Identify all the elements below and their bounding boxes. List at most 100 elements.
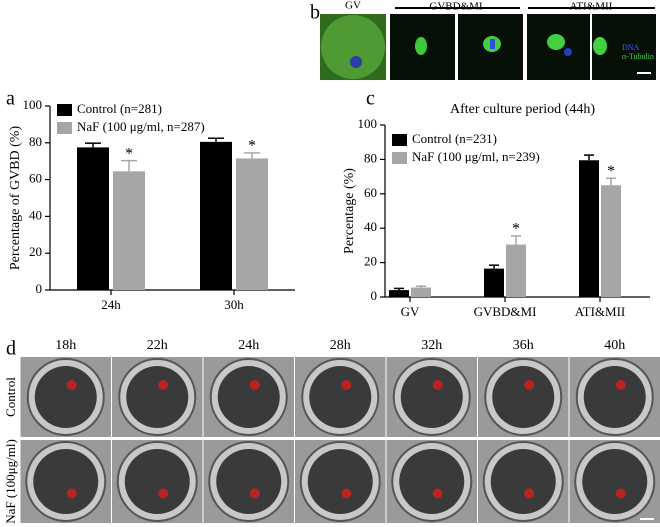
ooplasm: [126, 366, 189, 428]
y-tick-label: 20: [364, 254, 377, 269]
scale-bar: [637, 72, 651, 74]
ooplasm: [583, 366, 646, 428]
legend-label: Control (n=281): [77, 101, 162, 116]
x-tick-label: 30h: [224, 297, 244, 312]
chromosome: [490, 39, 495, 49]
error-bar: [606, 177, 616, 186]
chromatin: [615, 380, 626, 390]
time-label: 24h: [238, 338, 259, 353]
significance-label: *: [125, 145, 133, 162]
legend-swatch: [392, 152, 407, 164]
y-tick-label: 100: [23, 97, 43, 112]
chromatin: [66, 380, 77, 390]
x-tick-label: 24h: [101, 297, 121, 312]
error-bar: [584, 154, 594, 161]
bar: [236, 158, 268, 290]
spindle: [547, 34, 565, 50]
ooplasm: [490, 449, 556, 514]
bar: [506, 244, 526, 297]
y-tick-label: 40: [364, 219, 377, 234]
chromatin: [249, 380, 260, 390]
scale-bar: [640, 518, 654, 520]
bar: [389, 290, 409, 297]
bar: [411, 287, 431, 297]
panel-letter: d: [6, 338, 16, 360]
error-bar: [394, 287, 404, 291]
x-tick-label: GVBD&MI: [474, 304, 537, 319]
y-tick-label: 0: [371, 288, 378, 303]
y-tick-label: 80: [29, 134, 42, 149]
time-label: 40h: [604, 338, 625, 353]
chromatin: [432, 488, 443, 499]
bar: [484, 268, 504, 297]
x-tick-label: GV: [401, 304, 420, 319]
chromatin: [615, 488, 626, 499]
chart-title: After culture period (44h): [450, 102, 595, 117]
ooplasm: [216, 449, 282, 514]
legend-swatch: [392, 134, 407, 146]
ooplasm: [307, 449, 373, 514]
chromatin: [66, 488, 77, 499]
y-tick-label: 0: [36, 281, 43, 296]
error-bar: [208, 137, 224, 142]
ooplasm: [582, 449, 648, 514]
chromatin: [524, 488, 535, 499]
error-bar: [85, 142, 101, 148]
x-tick-label: ATI&MII: [575, 304, 626, 319]
ooplasm: [34, 366, 97, 428]
panel-letter: b: [310, 2, 320, 24]
error-bar: [511, 235, 521, 245]
chromatin: [341, 380, 352, 390]
panel-letter: a: [6, 88, 15, 110]
chromosome: [564, 48, 572, 56]
spindle: [415, 37, 427, 55]
y-tick-label: 20: [29, 244, 42, 259]
panel-letter: c: [366, 88, 375, 110]
time-label: 28h: [330, 338, 351, 353]
oocyte: [321, 15, 385, 79]
group-label: GV: [345, 0, 361, 12]
stain-label: α-Tubulin: [622, 52, 654, 61]
row-label: NaF (100μg/ml): [3, 439, 18, 524]
significance-label: *: [607, 163, 615, 180]
ooplasm: [492, 366, 555, 428]
bar: [113, 171, 145, 290]
y-tick-label: 60: [29, 171, 42, 186]
group-label: GVBD&MI: [429, 1, 483, 13]
panel-b-images: [320, 7, 656, 80]
stain-label: DNA: [622, 43, 640, 52]
y-tick-label: 80: [364, 150, 377, 165]
chromatin: [249, 488, 260, 499]
significance-label: *: [512, 221, 520, 238]
error-bar: [416, 285, 426, 288]
time-label: 22h: [147, 338, 168, 353]
row-label: Control: [3, 377, 18, 417]
bar: [200, 141, 232, 290]
bar: [77, 147, 109, 290]
legend-swatch: [57, 122, 72, 134]
y-axis-label: Percentage of GVBD (%): [8, 126, 23, 271]
bar: [601, 185, 621, 297]
bar: [579, 160, 599, 297]
ooplasm: [309, 366, 372, 428]
ooplasm: [33, 449, 99, 514]
ooplasm: [124, 449, 190, 514]
chromatin: [158, 380, 169, 390]
error-bar: [244, 152, 260, 159]
y-tick-label: 100: [358, 116, 378, 131]
significance-label: *: [248, 138, 256, 155]
chromatin: [158, 488, 169, 499]
legend-label: NaF (100 μg/ml, n=287): [77, 119, 205, 134]
chromatin: [524, 380, 535, 390]
chromatin: [341, 488, 352, 499]
time-label: 18h: [55, 338, 76, 353]
spindle: [593, 37, 607, 55]
nucleus: [350, 56, 362, 68]
error-bar: [489, 264, 499, 269]
y-axis-label: Percentage (%): [342, 168, 357, 254]
ooplasm: [399, 449, 465, 514]
legend-label: NaF (100 μg/ml, n=239): [412, 149, 540, 164]
legend-label: Control (n=231): [412, 131, 497, 146]
error-bar: [121, 159, 137, 172]
